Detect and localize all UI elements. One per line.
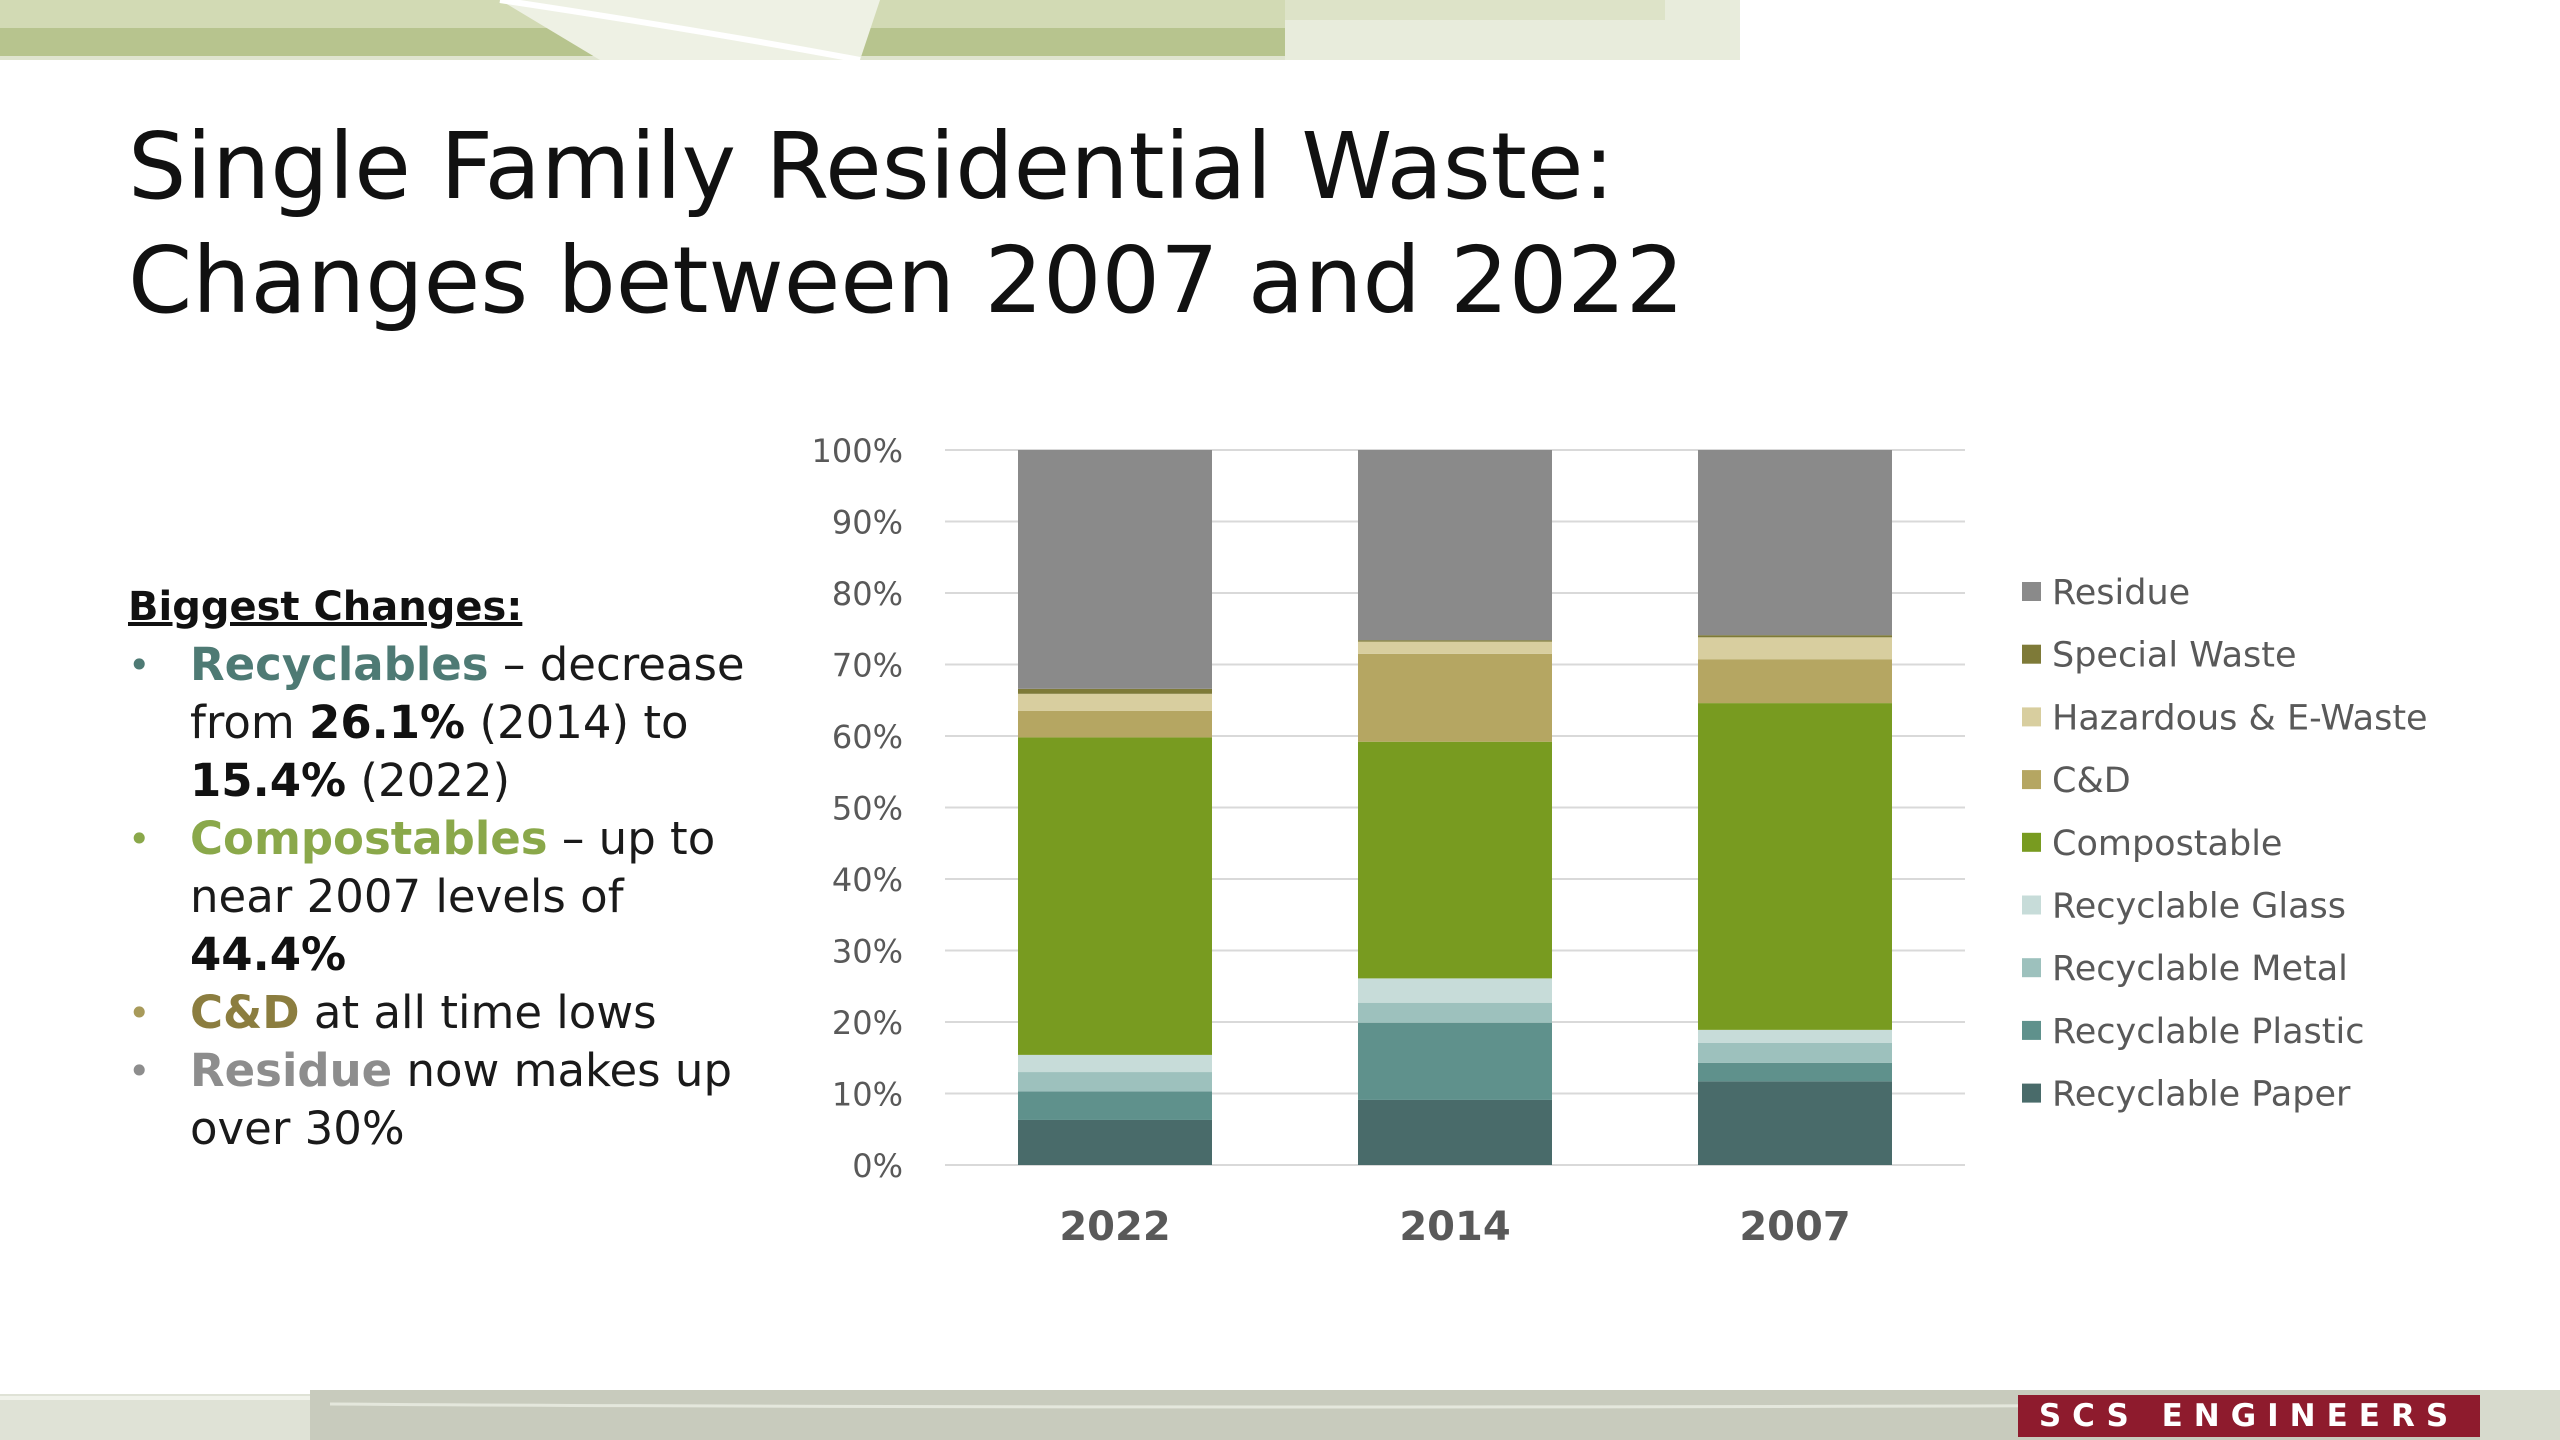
y-tick-label: 10% <box>832 1076 903 1114</box>
slide-title-line2: Changes between 2007 and 2022 <box>128 227 1685 334</box>
bar-segment <box>1698 450 1892 636</box>
y-tick-label: 40% <box>832 861 903 899</box>
value-compostables: 44.4% <box>190 928 347 981</box>
x-tick-label: 2022 <box>1059 1204 1170 1250</box>
x-tick-label: 2007 <box>1739 1204 1850 1250</box>
legend-swatch <box>2022 832 2041 852</box>
bar-segment <box>1358 1099 1552 1165</box>
legend-swatch <box>2022 707 2041 727</box>
y-tick-label: 60% <box>832 718 903 756</box>
legend-label: Residue <box>2052 573 2190 613</box>
bar-segment <box>1698 703 1892 1030</box>
bar-segment <box>1698 1081 1892 1165</box>
legend-label: Recyclable Plastic <box>2052 1012 2364 1052</box>
legend-label: Recyclable Glass <box>2052 887 2346 927</box>
bar-segment <box>1358 450 1552 641</box>
legend-label: C&D <box>2052 761 2131 801</box>
bar-segment <box>1698 635 1892 638</box>
bullet-text: – up to near 2007 levels of <box>190 812 716 923</box>
bar-segment <box>1698 637 1892 660</box>
keyword-recyclables: Recyclables <box>190 638 489 691</box>
bullet-compostables: Compostables – up to near 2007 levels of… <box>128 810 788 984</box>
legend-label: Special Waste <box>2052 636 2297 676</box>
bar-segment <box>1698 1042 1892 1063</box>
y-tick-label: 70% <box>832 647 903 685</box>
legend-label: Compostable <box>2052 824 2282 864</box>
bar-segment <box>1698 1062 1892 1082</box>
legend-label: Recyclable Paper <box>2052 1075 2351 1115</box>
legend-swatch <box>2022 895 2041 915</box>
legend-swatch <box>2022 1020 2041 1040</box>
bar-segment <box>1358 741 1552 979</box>
bullet-text: (2022) <box>346 754 511 807</box>
bullet-recyclables: Recyclables – decrease from 26.1% (2014)… <box>128 636 788 810</box>
bar-segment <box>1358 653 1552 742</box>
legend-swatch <box>2022 958 2041 978</box>
brand-logo: SCS ENGINEERS <box>2018 1395 2480 1437</box>
bar-segment <box>1358 1002 1552 1023</box>
keyword-cd: C&D <box>190 986 300 1039</box>
bar-segment <box>1698 659 1892 704</box>
y-tick-label: 30% <box>832 933 903 971</box>
legend-swatch <box>2022 644 2041 664</box>
legend-swatch <box>2022 770 2041 790</box>
stacked-bar-chart: 0% 10% 20% 30% 40% 50% 60% 70% 80% 90% 100% 2022 201… <box>812 432 2428 1250</box>
y-tick-label: 90% <box>832 504 903 542</box>
bar-segment <box>1358 640 1552 642</box>
y-tick-label: 50% <box>832 790 903 828</box>
legend-label: Hazardous & E-Waste <box>2052 698 2428 738</box>
bar-segment <box>1358 1022 1552 1100</box>
bar-segment <box>1018 1091 1212 1120</box>
bar-segment <box>1018 693 1212 711</box>
bar-segment <box>1358 641 1552 654</box>
y-tick-label: 100% <box>812 432 903 470</box>
bullet-text: (2014) to <box>465 696 689 749</box>
change-bullets: Recyclables – decrease from 26.1% (2014)… <box>128 636 788 1158</box>
y-tick-label: 0% <box>852 1147 903 1185</box>
legend-label: Recyclable Metal <box>2052 949 2348 989</box>
notes-heading: Biggest Changes: <box>128 584 523 630</box>
bar-segment <box>1358 978 1552 1003</box>
bullet-residue: Residue now makes up over 30% <box>128 1042 788 1158</box>
bar-segment <box>1698 1029 1892 1043</box>
notes-panel: Biggest Changes: Recyclables – decrease … <box>128 578 788 1158</box>
keyword-compostables: Compostables <box>190 812 548 865</box>
bar-segment <box>1018 1054 1212 1073</box>
bar-segment <box>1018 688 1212 694</box>
bullet-text: now makes up over 30% <box>190 1044 733 1155</box>
top-banner <box>0 0 1740 60</box>
bar-segment <box>1018 450 1212 689</box>
bullet-text: at all time lows <box>299 986 657 1039</box>
legend-swatch <box>2022 1083 2041 1103</box>
x-tick-label: 2014 <box>1399 1204 1510 1250</box>
bar-segment <box>1018 1072 1212 1092</box>
legend-swatch <box>2022 582 2041 601</box>
y-tick-label: 80% <box>832 575 903 613</box>
bullet-text: – decrease from <box>190 638 745 749</box>
slide-title-line1: Single Family Residential Waste: <box>128 113 1615 220</box>
bullet-cd: C&D at all time lows <box>128 984 788 1042</box>
slide-title: Single Family Residential Waste: Changes… <box>128 110 1928 338</box>
keyword-residue: Residue <box>190 1044 393 1097</box>
bar-segment <box>1018 1119 1212 1165</box>
value-2022: 15.4% <box>190 754 347 807</box>
bar-segment <box>1018 710 1212 738</box>
value-2014: 26.1% <box>309 696 466 749</box>
y-tick-label: 20% <box>832 1004 903 1042</box>
bar-segment <box>1018 737 1212 1055</box>
